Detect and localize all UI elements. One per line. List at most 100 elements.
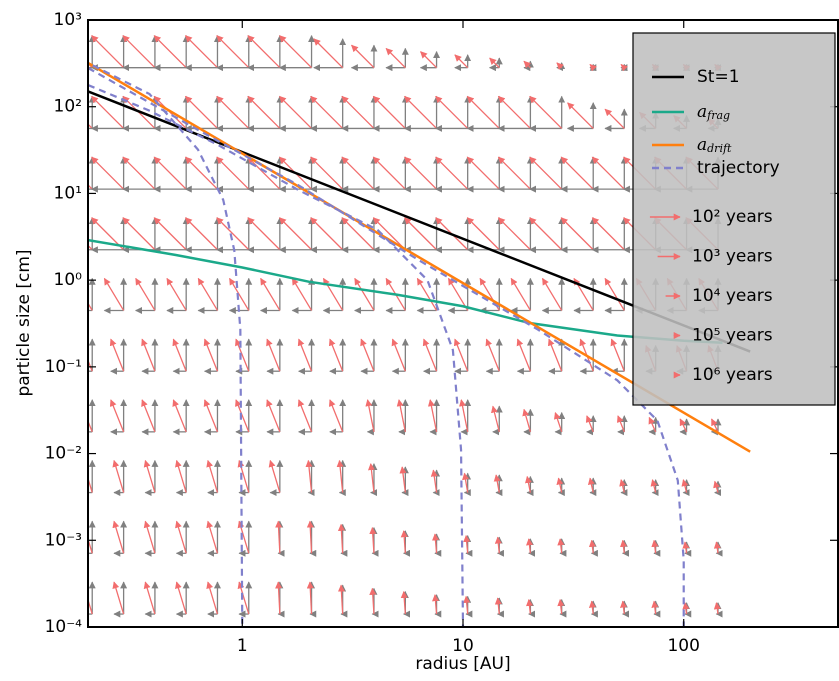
quiver-red-arrow [529, 217, 563, 251]
legend-arrow-label: 10³ years [692, 247, 773, 267]
quiver-red-arrow [237, 581, 250, 615]
quiver-red-arrow [604, 277, 625, 311]
quiver-red-arrow [172, 399, 187, 433]
quiver-red-arrow [310, 156, 344, 190]
legend-label-main: a [697, 135, 707, 155]
y-tick-label: 10⁰ [54, 270, 83, 290]
quiver-red-arrow [175, 459, 187, 493]
quiver-red-arrow [216, 217, 250, 251]
quiver-red-arrow [557, 598, 565, 615]
quiver-red-arrow [682, 602, 690, 615]
quiver-red-arrow [453, 338, 469, 372]
quiver-red-arrow [463, 595, 471, 615]
quiver-red-arrow [525, 475, 532, 493]
quiver-red-arrow [619, 479, 627, 493]
legend-arrow-label: 10⁴ years [692, 286, 773, 306]
x-tick-label: 10 [452, 636, 474, 656]
quiver-red-arrow [404, 156, 438, 190]
quiver-red-arrow [135, 277, 156, 311]
quiver-red-arrow [112, 459, 125, 493]
quiver-red-arrow [279, 217, 313, 251]
quiver-red-arrow [553, 411, 563, 433]
quiver-red-arrow [420, 51, 438, 69]
legend-label: adrift [697, 135, 732, 156]
quiver-red-arrow [526, 598, 533, 615]
legend-label: afrag [697, 102, 730, 123]
quiver-red-arrow [122, 156, 156, 190]
quiver-red-arrow [587, 477, 595, 493]
quiver-red-arrow [328, 399, 344, 433]
quiver-red-arrow [610, 338, 625, 372]
quiver-red-arrow [172, 338, 187, 372]
quiver-red-arrow [560, 217, 594, 251]
quiver-red-arrow [591, 156, 625, 190]
quiver-red-arrow [337, 523, 345, 554]
quiver-red-arrow [556, 477, 564, 493]
quiver-red-arrow [153, 156, 187, 190]
quiver-red-arrow [391, 338, 406, 372]
quiver-red-arrow [494, 536, 502, 554]
quiver-red-arrow [360, 338, 375, 372]
quiver-red-arrow [216, 95, 250, 129]
quiver-red-arrow [422, 338, 438, 372]
quiver-red-arrow [141, 399, 156, 433]
quiver-red-arrow [620, 63, 629, 72]
quiver-red-arrow [313, 38, 344, 69]
quiver-red-arrow [336, 459, 344, 493]
quiver-red-arrow [372, 156, 406, 190]
quiver-red-arrow [341, 95, 375, 129]
x-tick-label: 1 [237, 636, 248, 656]
quiver-red-arrow [650, 479, 658, 493]
quiver-red-arrow [247, 95, 281, 129]
quiver-red-arrow [711, 418, 719, 433]
quiver-red-arrow [297, 338, 313, 372]
quiver-red-arrow [369, 587, 377, 615]
quiver-red-arrow [523, 60, 531, 69]
quiver-red-arrow [266, 338, 281, 372]
quiver-red-arrow [466, 95, 500, 129]
quiver-red-arrow [143, 520, 156, 554]
quiver-red-arrow [153, 35, 187, 69]
quiver-red-arrow [341, 217, 375, 251]
x-axis-label: radius [AU] [415, 654, 510, 674]
quiver-red-arrow [466, 156, 500, 190]
quiver-red-arrow [651, 600, 659, 615]
quiver-red-arrow [216, 156, 250, 190]
quiver-red-arrow [616, 415, 625, 433]
legend-arrow-label: 10⁵ years [692, 326, 773, 346]
quiver-red-arrow [679, 418, 688, 433]
quiver-red-arrow [235, 338, 250, 372]
quiver-red-arrow [591, 217, 625, 251]
quiver-red-arrow [435, 156, 469, 190]
legend-label: St=1 [697, 67, 740, 87]
legend-arrow-label: 10² years [692, 207, 773, 227]
quiver-red-arrow [372, 95, 406, 129]
quiver-red-arrow [556, 62, 564, 70]
quiver-red-arrow [447, 277, 469, 311]
quiver-red-arrow [184, 35, 218, 69]
quiver-red-arrow [585, 415, 594, 433]
quiver-red-arrow [560, 156, 594, 190]
quiver-red-arrow [466, 217, 500, 251]
quiver-red-arrow [341, 156, 375, 190]
quiver-red-arrow [567, 102, 594, 129]
quiver-red-arrow [462, 472, 469, 493]
quiver-red-arrow [604, 108, 625, 129]
quiver-red-arrow [310, 217, 344, 251]
quiver-red-arrow [588, 539, 596, 554]
quiver-red-arrow [400, 590, 408, 615]
quiver-red-arrow [184, 217, 218, 251]
quiver-red-arrow [459, 399, 469, 432]
quiver-red-arrow [541, 277, 563, 311]
quiver-red-arrow [103, 277, 125, 311]
quiver-red-arrow [432, 533, 439, 554]
quiver-red-arrow [354, 277, 375, 311]
quiver-red-arrow [494, 597, 502, 615]
quiver-red-arrow [491, 405, 500, 433]
quiver-red-arrow [247, 156, 281, 190]
quiver-red-arrow [306, 581, 314, 615]
quiver-red-arrow [427, 399, 438, 432]
quiver-red-arrow [275, 520, 283, 554]
quiver-red-arrow [184, 156, 218, 190]
quiver-red-arrow [620, 539, 627, 554]
